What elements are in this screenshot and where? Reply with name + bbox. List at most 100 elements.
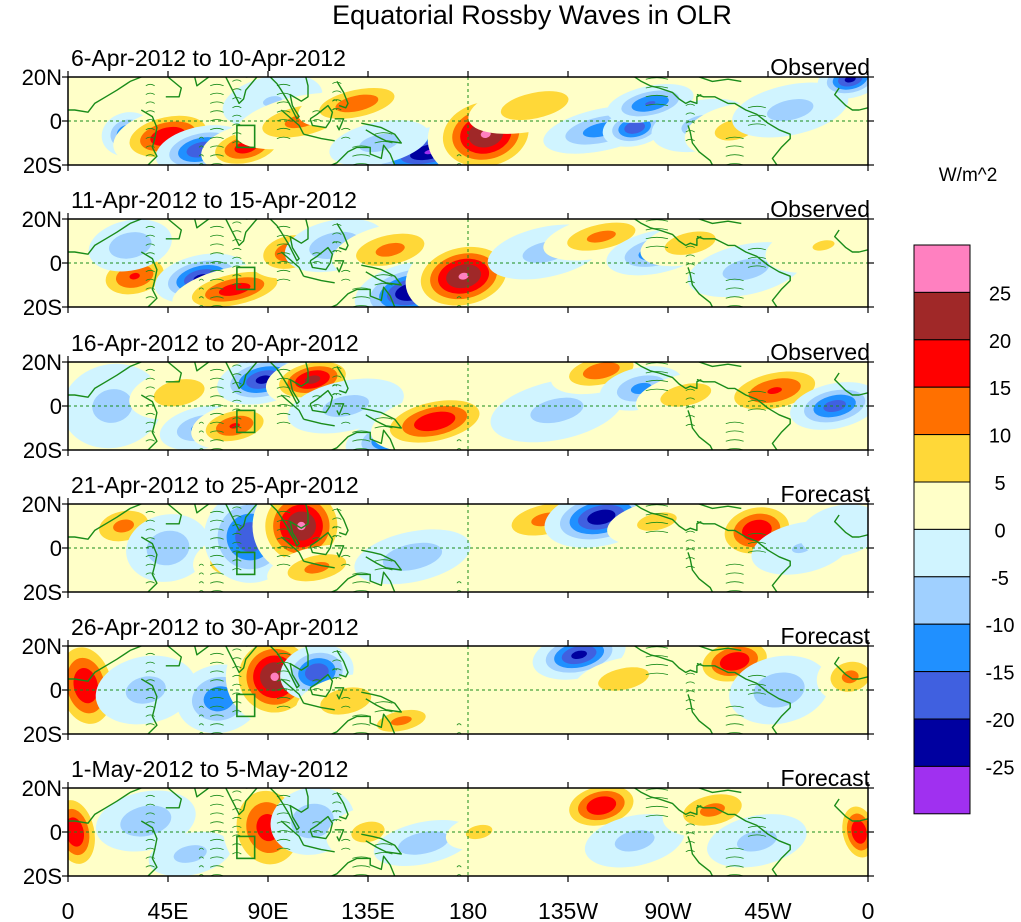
border-line [145, 377, 155, 380]
coastline [696, 77, 742, 83]
border-line [210, 83, 224, 87]
panels: 20N 0 20S 6-Apr-2012 to 10-Apr-2012 Observed… [22, 45, 874, 889]
border-line [332, 810, 338, 813]
border-line [685, 707, 695, 711]
region-box [236, 693, 256, 718]
border-line [332, 241, 338, 244]
coastline [334, 118, 345, 131]
border-line [685, 841, 695, 844]
border-line [210, 865, 224, 868]
olr-field [68, 646, 868, 734]
border-line [145, 421, 155, 424]
border-line [645, 655, 669, 658]
y-tick-label: 20S [23, 438, 62, 463]
anomaly-contour [398, 831, 449, 855]
coastline [224, 362, 258, 390]
x-tick-label: 180 [449, 898, 487, 922]
border-line [232, 114, 242, 117]
border-line [341, 563, 351, 566]
colorbar-swatch [913, 386, 971, 436]
border-line [68, 381, 69, 382]
coastline [68, 219, 142, 255]
border-line [198, 154, 204, 157]
border-line [725, 154, 744, 157]
coastlines [68, 788, 868, 876]
border-line [145, 554, 155, 558]
coastline [303, 275, 335, 284]
border-line [210, 145, 224, 148]
border-line [276, 252, 291, 255]
anomaly-blob [707, 814, 807, 868]
border-line [232, 790, 242, 793]
border-line [210, 154, 224, 157]
coastline [165, 504, 182, 525]
coastline [696, 788, 742, 794]
border-line [145, 83, 155, 87]
anomaly-contour [113, 519, 134, 533]
border-line [332, 232, 342, 235]
border-line [312, 252, 322, 255]
border-line [276, 679, 291, 682]
anomaly-blob [729, 655, 830, 725]
coastline [329, 571, 396, 592]
y-tick-label: 20N [22, 776, 62, 801]
border-line [198, 136, 204, 139]
border-line [210, 225, 224, 229]
border-line [210, 803, 224, 806]
border-line [198, 421, 204, 424]
coastline [245, 77, 309, 120]
colorbar-swatch [913, 481, 971, 530]
border-line [276, 368, 291, 372]
coastline [68, 504, 142, 540]
colorbar-label: -5 [991, 568, 1009, 590]
border-line [145, 368, 155, 372]
panel-date-range: 21-Apr-2012 to 25-Apr-2012 [71, 472, 359, 498]
y-tick-label: 20N [22, 634, 62, 659]
border-line [276, 812, 291, 815]
border-line [232, 256, 242, 259]
border-line [145, 154, 155, 157]
border-line [145, 101, 155, 104]
border-line [725, 856, 744, 859]
border-line [685, 263, 695, 266]
border-line [685, 548, 695, 551]
border-line [276, 92, 291, 95]
border-line [341, 269, 351, 273]
y-tick-label: 20N [22, 492, 62, 517]
anomaly-contour [108, 232, 152, 259]
border-line [747, 541, 766, 544]
colorbar-swatch [913, 765, 971, 815]
border-line [232, 799, 242, 802]
border-line [198, 714, 204, 717]
coastline [165, 219, 182, 240]
border-line [276, 395, 291, 398]
border-line [725, 278, 744, 281]
border-line [145, 225, 155, 229]
coastline [361, 407, 402, 429]
colorbar-swatch [913, 244, 971, 293]
border-line [725, 581, 744, 584]
anomaly-contour [120, 805, 172, 837]
panel-type-label: Observed [770, 339, 870, 365]
border-line [145, 705, 155, 708]
border-line [352, 572, 371, 575]
border-line [232, 221, 242, 224]
y-tick-label: 0 [50, 820, 62, 845]
coastline [303, 418, 335, 427]
panel: 20N 0 20S 1-May-2012 to 5-May-2012 Forecast [22, 756, 874, 889]
border-line [145, 430, 155, 433]
border-line [747, 532, 766, 536]
coastline [165, 646, 182, 667]
coastline [361, 264, 402, 286]
border-line [210, 136, 224, 139]
x-tick-label: 135E [341, 898, 395, 922]
border-line [352, 723, 371, 726]
anomaly-contour [270, 672, 279, 681]
coastline [68, 646, 142, 682]
anomaly-contour [699, 803, 725, 817]
border-line [312, 395, 322, 398]
border-line [232, 239, 242, 242]
figure-title: Equatorial Rossby Waves in OLR [332, 0, 732, 30]
anomaly-blob [662, 788, 763, 837]
border-line [276, 528, 291, 531]
